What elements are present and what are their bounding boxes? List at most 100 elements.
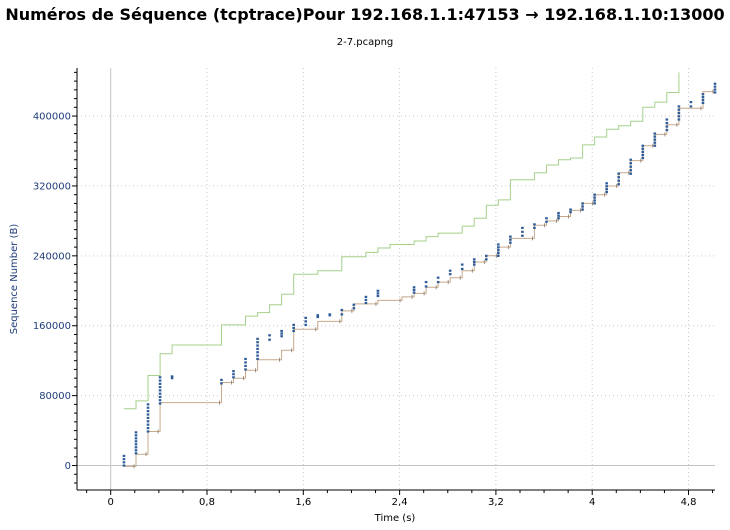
data-segment-mark (158, 395, 162, 399)
data-segment-mark (122, 464, 126, 467)
data-segment-mark (472, 260, 476, 264)
data-segment-mark (641, 150, 645, 153)
data-segment-mark (280, 332, 283, 335)
data-segment-mark (521, 230, 524, 233)
data-segment-mark (533, 226, 536, 229)
data-segment-mark (170, 377, 174, 380)
data-segment-mark (292, 326, 295, 330)
y-tick-label: 160000 (33, 321, 71, 332)
data-segment-mark (665, 128, 669, 132)
data-segment-mark (134, 443, 138, 446)
data-segment-mark (134, 452, 138, 455)
data-segment-mark (158, 402, 162, 405)
data-segment-mark (256, 341, 259, 344)
x-axis-label: Time (s) (374, 513, 416, 524)
data-segment-mark (146, 403, 150, 406)
data-segment-mark (509, 235, 512, 238)
y-tick-label: 320000 (33, 181, 71, 192)
data-segment-mark (158, 379, 162, 382)
data-segment-mark (629, 165, 633, 168)
data-segment-mark (605, 185, 608, 188)
data-segment-mark (436, 280, 440, 284)
data-segment-mark (472, 258, 476, 261)
data-segment-mark (134, 440, 138, 443)
data-segment-mark (364, 295, 368, 299)
data-segment-mark (593, 193, 596, 196)
data-segment-mark (641, 156, 645, 160)
data-segment-mark (376, 292, 380, 295)
data-segment-mark (134, 437, 138, 440)
chart-title: Numéros de Séquence (tcptrace)Pour 192.1… (5, 5, 725, 24)
data-segment-mark (605, 188, 608, 191)
data-segment-mark (146, 430, 150, 433)
data-segment-mark (134, 434, 138, 437)
data-segment-mark (581, 208, 584, 211)
data-segment-mark (617, 183, 620, 186)
data-segment-mark (629, 158, 633, 161)
data-segment-mark (497, 246, 500, 249)
data-segment-mark (268, 338, 271, 341)
x-tick-label: 3,2 (488, 497, 504, 508)
data-segment-mark (460, 267, 464, 271)
data-segment-mark (424, 280, 428, 284)
data-segment-mark (653, 144, 657, 147)
data-segment-mark (448, 269, 452, 272)
data-segment-mark (509, 238, 512, 241)
data-segment-mark (232, 376, 235, 379)
data-segment-mark (629, 169, 633, 172)
data-segment-mark (304, 316, 308, 319)
data-segment-mark (158, 382, 162, 385)
data-segment-mark (533, 223, 536, 226)
data-segment-mark (677, 118, 681, 121)
y-tick-label: 80000 (39, 391, 71, 402)
data-segment-mark (304, 323, 308, 326)
data-segment-mark (677, 111, 681, 115)
data-segment-mark (146, 423, 150, 426)
data-segment-mark (593, 199, 596, 202)
data-segment-mark (364, 301, 368, 305)
data-segment-mark (557, 214, 560, 217)
data-segment-mark (146, 416, 150, 420)
data-segment-mark (701, 98, 705, 102)
data-segment-mark (653, 141, 657, 144)
data-segment-mark (689, 105, 693, 108)
data-segment-mark (581, 202, 584, 205)
chart-subtitle: 2-7.pcapng (336, 37, 394, 48)
data-segment-mark (641, 147, 645, 150)
x-tick-label: 4 (589, 497, 595, 508)
x-tick-label: 4,8 (681, 497, 697, 508)
data-segment-mark (521, 234, 524, 237)
data-segment-mark (497, 254, 500, 257)
data-segment-mark (677, 108, 681, 111)
data-segment-mark (268, 334, 271, 337)
data-segment-mark (146, 426, 150, 430)
axes: 0 80000 160000 240000 320000 400000 0 0,8 1,6 2,4… (33, 68, 715, 508)
data-segment-mark (593, 202, 596, 205)
data-segment-mark (158, 376, 162, 379)
data-segment-mark (497, 249, 500, 252)
data-segment-mark (256, 357, 259, 361)
data-segment-mark (146, 413, 150, 416)
data-segment-mark (244, 357, 247, 361)
data-segment-mark (244, 364, 247, 368)
data-segment-mark (653, 132, 657, 135)
data-segment-mark (412, 291, 416, 294)
data-segment-mark (352, 307, 356, 310)
data-segment-mark (689, 100, 693, 104)
data-segment-mark (158, 399, 162, 402)
data-segment-mark (617, 172, 620, 175)
data-segment-mark (521, 226, 524, 229)
y-axis-label: Sequence Number (B) (9, 224, 20, 335)
data-segment-mark (605, 190, 608, 194)
data-segment-mark (701, 101, 705, 105)
data-segment-mark (256, 351, 259, 354)
data-segment-mark (232, 370, 235, 373)
data-segment-mark (713, 88, 717, 91)
data-segment-mark (256, 344, 259, 347)
data-segment-mark (665, 125, 669, 128)
data-segment-mark (448, 273, 452, 276)
data-segment-mark (653, 138, 657, 141)
data-segment-mark (122, 454, 126, 458)
data-segment-mark (280, 335, 283, 338)
